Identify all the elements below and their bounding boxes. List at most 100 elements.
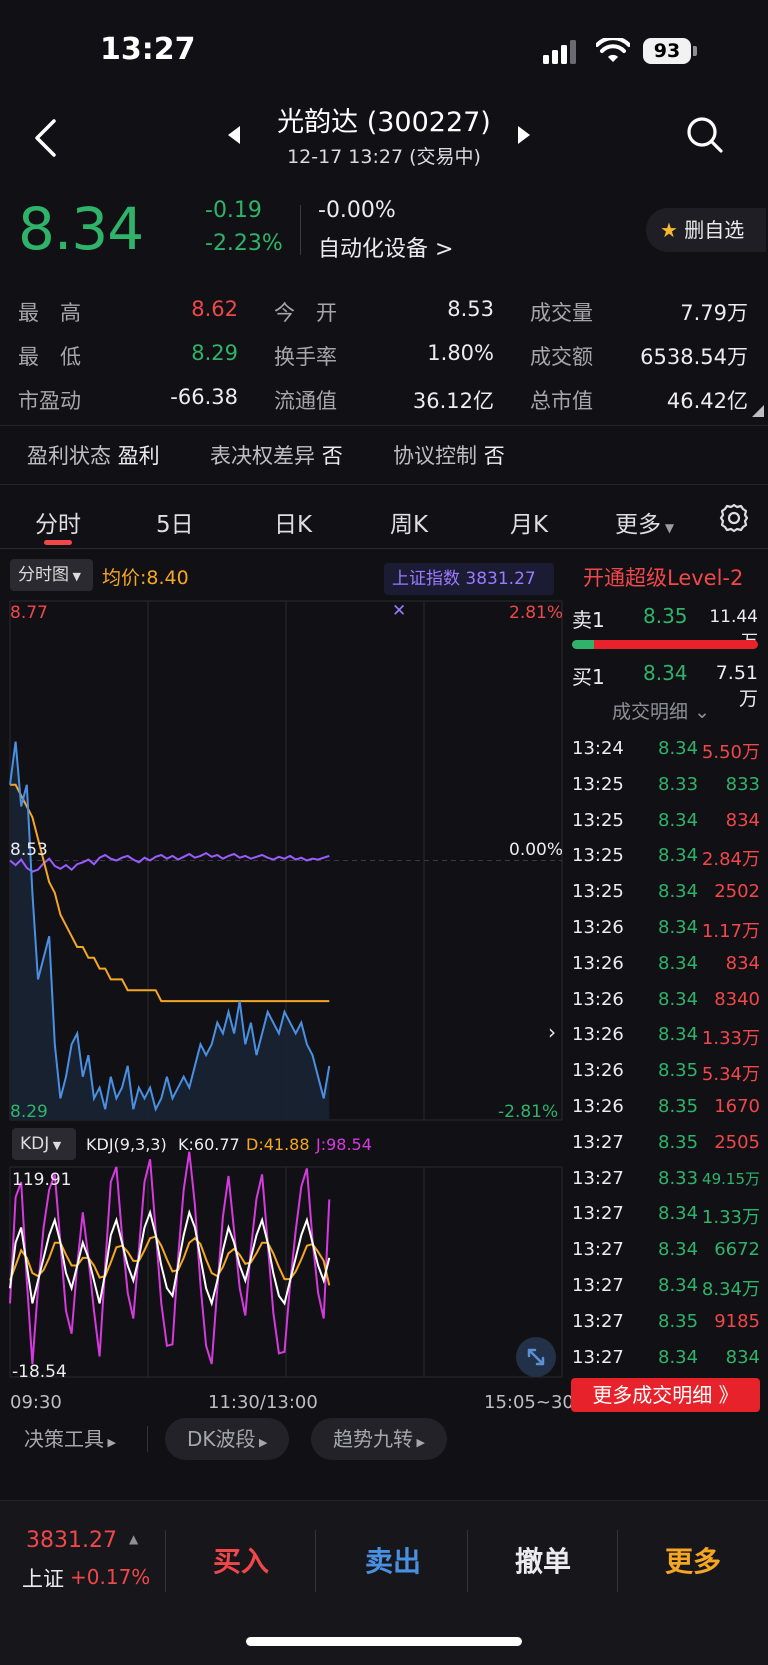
sell1-price: 8.35 (643, 604, 688, 628)
trade-volume: 834 (725, 809, 760, 831)
trade-row: 13:26 8.34 8340 (572, 989, 760, 1025)
price-change: -0.19 (205, 198, 262, 223)
y-axis-bottom: 8.29 (10, 1102, 48, 1122)
tool-decision[interactable]: 决策工具 ▶ (24, 1427, 116, 1451)
stat-label: 市盈动 (18, 389, 81, 413)
buy1-volume: 7.51万 (715, 662, 758, 710)
tag-agreement[interactable]: 协议控制 否 (393, 444, 505, 468)
x-axis-end: 15:05~30 (484, 1392, 574, 1413)
stat-label: 最 低 (18, 345, 81, 369)
search-icon[interactable] (686, 116, 724, 156)
trade-time: 13:25 (572, 773, 624, 795)
index-line (9, 851, 330, 873)
signal-icon (543, 40, 576, 64)
settings-gear-icon[interactable] (718, 502, 750, 534)
back-icon[interactable] (32, 118, 58, 158)
pct-axis-top: 2.81% (509, 603, 564, 623)
intraday-chart[interactable] (0, 597, 565, 1397)
trade-volume: 2502 (714, 881, 760, 903)
trade-volume: 8340 (714, 988, 760, 1010)
buy-button[interactable]: 买入 (213, 1545, 270, 1578)
trade-row: 13:25 8.33 833 (572, 774, 760, 810)
trade-row: 13:26 8.35 1670 (572, 1096, 760, 1132)
trade-row: 13:26 8.34 834 (572, 953, 760, 989)
trade-volume: 1.33万 (701, 1028, 760, 1050)
prev-stock-icon[interactable] (226, 124, 242, 146)
trade-time: 13:24 (572, 738, 624, 759)
buy-sell-ratio-bar (572, 640, 758, 649)
status-time: 13:27 (100, 32, 196, 67)
stat-value: 7.79万 (680, 301, 748, 325)
stat-value: 1.80% (427, 341, 494, 365)
tab-weekly-k[interactable]: 周K (390, 512, 429, 538)
expand-chevron-icon[interactable]: › (548, 1020, 556, 1044)
trade-price: 8.34 (658, 952, 699, 974)
cancel-order-button[interactable]: 撤单 (515, 1545, 572, 1578)
trade-row: 13:27 8.34 834 (572, 1347, 760, 1383)
tab-5day[interactable]: 5日 (156, 512, 194, 538)
trade-volume: 2505 (714, 1131, 760, 1153)
bar-separator (165, 1530, 166, 1592)
remove-watchlist-button[interactable]: ★ 删自选 (646, 208, 766, 252)
sector-change: -0.00% (318, 198, 396, 223)
caret-right-icon: ▶ (413, 1436, 425, 1449)
kdj-j-value: J:98.54 (316, 1135, 372, 1154)
trade-volume: 6672 (714, 1239, 760, 1261)
kdj-k-value: K:60.77 (178, 1135, 240, 1154)
trade-row: 13:27 8.34 8.34万 (572, 1275, 760, 1311)
trade-volume: 2.84万 (701, 849, 760, 871)
indicator-select[interactable]: KDJ ▼ (12, 1128, 76, 1160)
trade-price: 8.34 (658, 1275, 699, 1296)
stat-value: 36.12亿 (412, 389, 494, 413)
trade-volume: 5.34万 (701, 1064, 760, 1086)
chart-mode-select[interactable]: 分时图 ▼ (10, 559, 93, 591)
trade-price: 8.34 (658, 1203, 699, 1225)
tab-monthly-k[interactable]: 月K (510, 512, 549, 538)
bottom-index-value[interactable]: 3831.27 (26, 1528, 117, 1553)
kdj-d-value: D:41.88 (246, 1135, 310, 1154)
trade-price: 8.34 (658, 988, 699, 1010)
tab-more[interactable]: 更多 ▼ (615, 512, 675, 538)
tag-profit[interactable]: 盈利状态 盈利 (27, 444, 160, 468)
trade-volume: 1.33万 (701, 1207, 760, 1229)
trade-volume: 1.17万 (701, 921, 760, 942)
pct-axis-bottom: -2.81% (498, 1102, 559, 1122)
dropdown-icon: ▼ (69, 570, 81, 583)
stat-value: 46.42亿 (666, 389, 748, 413)
more-button[interactable]: 更多 (665, 1545, 722, 1578)
sector-link[interactable]: 自动化设备 > (318, 237, 454, 262)
trade-volume: 8.34万 (701, 1279, 760, 1300)
kdj-j-line (9, 1151, 331, 1365)
trade-price: 8.34 (658, 917, 699, 938)
index-overlay-chip[interactable]: 上证指数 3831.27 ✕ (384, 563, 554, 621)
close-icon[interactable]: ✕ (392, 601, 407, 621)
stat-label: 总市值 (530, 389, 593, 413)
trade-price: 8.35 (658, 1096, 699, 1117)
trade-price: 8.34 (658, 1024, 699, 1046)
current-price: 8.34 (18, 195, 144, 263)
level2-link[interactable]: 开通超级Level-2 (583, 566, 744, 590)
next-stock-icon[interactable] (516, 124, 532, 146)
fullscreen-button[interactable] (516, 1337, 556, 1377)
trade-row: 13:25 8.34 2502 (572, 881, 760, 917)
trade-volume: 5.50万 (701, 742, 760, 763)
trade-time: 13:25 (572, 881, 624, 903)
trade-row: 13:25 8.34 2.84万 (572, 845, 760, 881)
more-trade-detail-button[interactable]: 更多成交明细 》 (571, 1378, 760, 1412)
buy1-price: 8.34 (643, 661, 688, 685)
dropdown-icon: ▼ (49, 1139, 62, 1152)
stat-value: 8.62 (191, 297, 238, 321)
trade-detail-toggle[interactable]: 成交明细 ⌄ (612, 701, 710, 723)
tab-daily-k[interactable]: 日K (274, 512, 313, 538)
tab-intraday[interactable]: 分时 (35, 512, 81, 538)
stat-label: 今 开 (274, 301, 337, 325)
stat-value: 8.29 (191, 341, 238, 365)
trade-price: 8.35 (658, 1131, 699, 1153)
tool-dk-band[interactable]: DK波段 ▶ (165, 1418, 290, 1460)
tag-voting[interactable]: 表决权差异 否 (210, 444, 343, 468)
bar-separator (617, 1530, 618, 1592)
trade-price: 8.35 (658, 1060, 699, 1082)
tool-trend-nine[interactable]: 趋势九转 ▶ (311, 1418, 447, 1460)
trade-time: 13:26 (572, 1024, 624, 1046)
sell-button[interactable]: 卖出 (365, 1545, 422, 1578)
